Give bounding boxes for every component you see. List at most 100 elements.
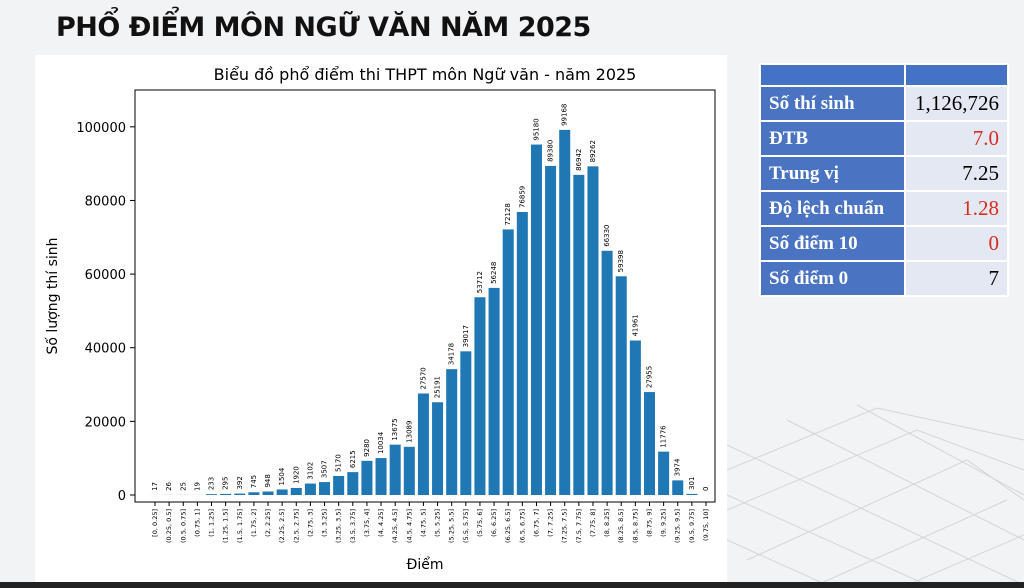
bar-value-label: 13675 — [391, 418, 399, 440]
x-tick-label: (7.75, 8] — [589, 509, 597, 537]
bar-value-label: 89262 — [589, 140, 597, 162]
bar — [319, 482, 331, 495]
bar-value-label: 17 — [151, 482, 159, 491]
x-axis-label: Điểm — [407, 556, 444, 573]
bar-value-label: 89380 — [547, 140, 555, 162]
bar-value-label: 233 — [208, 477, 216, 490]
stats-row: Số thí sinh 1,126,726 — [759, 85, 1009, 122]
x-tick-label: (4.25, 4.5] — [391, 509, 399, 543]
bar — [502, 229, 514, 496]
bar-value-label: 5170 — [335, 454, 343, 472]
bar — [403, 446, 415, 495]
bar-value-label: 745 — [250, 475, 258, 488]
stats-value: 1.28 — [904, 190, 1009, 227]
bar-value-label: 295 — [222, 477, 230, 490]
table-header-row — [759, 63, 1009, 87]
bar — [587, 166, 599, 495]
decorative-floor-grid — [727, 404, 1024, 585]
x-tick-label: (1, 1.25] — [208, 509, 216, 537]
x-tick-label: (2.25, 2.5] — [278, 509, 286, 543]
x-tick-label: (5.75, 6] — [476, 509, 484, 537]
bar — [516, 212, 528, 495]
bar-value-label: 1504 — [278, 467, 286, 485]
x-tick-label: (7.25, 7.5] — [561, 509, 569, 543]
bar — [446, 369, 458, 495]
x-tick-label: (6.25, 6.5] — [504, 509, 512, 543]
bar-value-label: 19 — [193, 482, 201, 491]
x-tick-label: (9.25, 9.5] — [674, 509, 682, 543]
bar — [559, 129, 571, 495]
bar — [333, 475, 345, 495]
bar-value-label: 41961 — [631, 314, 639, 336]
bar — [276, 489, 288, 495]
bar — [615, 276, 627, 495]
bar — [474, 297, 486, 495]
bar-value-label: 66330 — [603, 225, 611, 247]
bar — [672, 480, 684, 495]
bar-value-label: 39017 — [462, 325, 470, 347]
stats-label: Số điểm 0 — [759, 260, 906, 297]
x-tick-label: (1.25, 1.5] — [222, 509, 230, 543]
stats-value: 7.25 — [904, 155, 1009, 192]
x-tick-label: (3.5, 3.75] — [349, 509, 357, 543]
bar-value-labels: 17 26 25 19 233 295 392 745 948 1504 1920 3102 3507 5… — [151, 104, 710, 491]
x-axis: [0, 0.25] (0.25, 0.5] (0.5, 0.75] (0.75, 1]… — [151, 502, 710, 543]
stats-label: Trung vị — [759, 155, 906, 192]
chart-title: Biểu đồ phổ điểm thi THPT môn Ngữ văn - … — [214, 65, 637, 84]
bar — [629, 340, 641, 495]
bar-value-label: 9280 — [363, 439, 371, 457]
bar — [304, 483, 316, 495]
bar — [488, 287, 500, 495]
x-tick-label: (8.75, 9] — [645, 509, 653, 537]
bar — [375, 458, 387, 495]
x-tick-label: (8.25, 8.5] — [617, 509, 625, 543]
x-tick-label: (8.5, 8.75] — [631, 509, 639, 543]
x-tick-label: (5.5, 5.75] — [462, 509, 470, 543]
bar-value-label: 0 — [702, 487, 710, 491]
bar-value-label: 3507 — [321, 460, 329, 478]
bar-value-label: 72128 — [504, 203, 512, 225]
bar — [220, 493, 232, 495]
x-tick-label: (2, 2.25] — [264, 509, 272, 537]
bar-value-label: 1920 — [292, 466, 300, 484]
stats-value: 0 — [904, 225, 1009, 262]
stats-value: 1,126,726 — [904, 85, 1009, 122]
bar — [686, 493, 698, 495]
bar-value-label: 27570 — [419, 367, 427, 389]
bar-value-label: 95180 — [532, 118, 540, 140]
chart-panel: Biểu đồ phổ điểm thi THPT môn Ngữ văn - … — [35, 55, 727, 583]
bottom-strip — [0, 582, 1024, 588]
x-tick-label: (0.25, 0.5] — [165, 509, 173, 543]
y-tick-label: 0 — [118, 489, 126, 504]
x-tick-label: (0.75, 1] — [193, 509, 201, 537]
bar-value-label: 27955 — [645, 366, 653, 388]
bar-value-label: 99168 — [561, 104, 569, 126]
table-header-cell — [904, 63, 1009, 87]
bar-value-label: 86942 — [575, 149, 583, 171]
stats-row: Trung vị 7.25 — [759, 155, 1009, 192]
stats-value: 7 — [904, 260, 1009, 297]
bar — [432, 402, 444, 495]
bar — [545, 165, 557, 495]
bar — [290, 487, 302, 495]
bar-value-label: 56248 — [490, 262, 498, 284]
bar-series — [149, 129, 698, 496]
bar-value-label: 53712 — [476, 271, 484, 293]
x-tick-label: (2.75, 3] — [306, 509, 314, 537]
stats-table: Số thí sinh 1,126,726 ĐTB 7.0 Trung vị 7.25 Độ… — [759, 63, 1009, 297]
bar-value-label: 59398 — [617, 250, 625, 272]
bar-value-label: 25191 — [434, 376, 442, 398]
bar — [234, 493, 246, 495]
stats-value: 7.0 — [904, 120, 1009, 157]
y-tick-label: 20000 — [85, 415, 126, 430]
bar — [248, 492, 260, 495]
x-tick-label: (6.75, 7] — [532, 509, 540, 537]
bar-value-label: 301 — [688, 477, 696, 490]
bar — [361, 460, 373, 495]
x-tick-label: (9.75, 10] — [702, 509, 710, 541]
x-tick-label: (1.5, 1.75] — [236, 509, 244, 543]
x-tick-label: (4.75, 5] — [419, 509, 427, 537]
x-tick-label: (9, 9.25] — [660, 509, 668, 537]
x-tick-label: (4.5, 4.75] — [405, 509, 413, 543]
